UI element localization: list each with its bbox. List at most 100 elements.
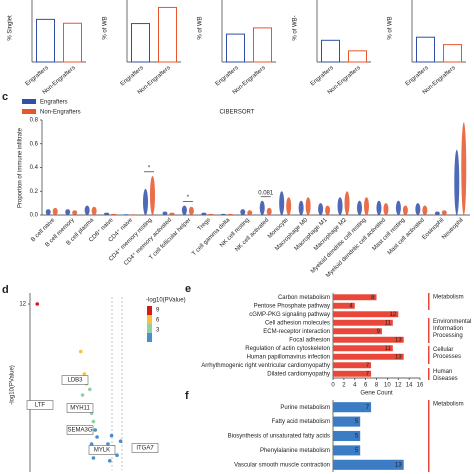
point — [106, 442, 110, 446]
violin — [357, 200, 362, 215]
bar — [131, 23, 150, 63]
y-tick-label: Human papillomavirus infection — [247, 354, 330, 360]
violin — [434, 211, 440, 215]
bar — [333, 416, 361, 427]
colorbar-tick-label: 3 — [156, 328, 160, 334]
point — [80, 393, 85, 397]
bar — [333, 402, 372, 413]
group-label: Cellular Processes — [433, 347, 461, 360]
gene-label-box — [66, 403, 94, 413]
violin — [227, 213, 233, 215]
group-label: Human Diseases — [433, 369, 458, 382]
y-tick-label: Carbon metabolism — [278, 295, 330, 301]
violin — [188, 206, 194, 215]
violin — [402, 205, 408, 215]
bar — [226, 33, 245, 63]
y-axis-label: -log10(PValue) — [10, 365, 16, 405]
group-bar — [428, 400, 430, 472]
value-label: 13 — [395, 462, 402, 468]
group-bar — [428, 368, 430, 380]
x-tick-label: Engrafters — [215, 65, 240, 87]
y-tick-label: Arrhythmogenic right ventricular cardiom… — [201, 363, 330, 369]
violin — [383, 203, 389, 215]
violin — [395, 200, 401, 215]
violin — [143, 188, 148, 215]
y-axis-label: % Singlet — [8, 15, 14, 41]
bar — [63, 22, 82, 63]
bar — [333, 445, 361, 456]
y-tick-label: Vascular smooth muscle contraction — [234, 462, 330, 468]
point — [93, 428, 98, 432]
violin — [65, 209, 71, 215]
x-tick-label: 4 — [353, 383, 357, 389]
bar — [333, 430, 361, 442]
bar — [333, 311, 399, 318]
point — [89, 442, 94, 446]
y-tick-label: Pentose Phosphate pathway — [254, 303, 330, 309]
violin — [441, 210, 447, 215]
x-tick-label: 6 — [364, 383, 368, 389]
colorbar — [147, 306, 152, 315]
y-tick-label: 0.4 — [30, 165, 39, 171]
group-bar — [428, 293, 430, 310]
point — [118, 439, 123, 444]
x-tick-label: 10 — [384, 383, 391, 389]
value-label: 11 — [385, 346, 392, 352]
violin — [344, 191, 350, 215]
bar — [333, 362, 372, 369]
violin — [52, 207, 58, 215]
violin — [84, 205, 90, 215]
panel-label: f — [185, 390, 189, 402]
panel-label: e — [185, 283, 191, 295]
x-tick-label: 16 — [417, 383, 424, 389]
bar — [253, 27, 272, 63]
value-label: 7 — [366, 405, 370, 411]
bar — [321, 39, 340, 63]
y-tick-label: Regulation of actin cytoskeleton — [245, 346, 330, 352]
violin — [415, 203, 421, 215]
y-tick-label: 0.0 — [30, 213, 39, 219]
colorbar — [147, 333, 152, 342]
violin — [266, 207, 272, 215]
y-tick-label: 0.6 — [30, 141, 39, 147]
annotation: * — [148, 165, 151, 171]
value-label: 5 — [355, 419, 359, 425]
y-tick-label: Dilated cardiomyopathy — [267, 371, 330, 377]
y-tick-label: 0.2 — [30, 189, 39, 195]
colorbar-tick-label: 9 — [156, 308, 160, 314]
violin — [298, 200, 304, 215]
gene-label-box — [61, 375, 89, 385]
colorbar-title: -log10(PValue) — [146, 298, 186, 304]
violin — [181, 205, 187, 215]
panel-label: d — [2, 284, 9, 296]
x-tick-label: Mast cell activated — [387, 217, 426, 256]
violin — [123, 214, 129, 216]
group-bar — [428, 346, 430, 364]
value-label: 8 — [371, 295, 375, 301]
violin — [461, 122, 467, 215]
x-tick-label: Tregs — [197, 217, 212, 232]
bar — [333, 328, 382, 335]
y-axis-label: Proportion of immune infiltrate — [18, 127, 24, 208]
x-tick-label: Engrafters — [405, 65, 430, 87]
value-label: 11 — [385, 320, 392, 326]
gene-label-box — [66, 425, 94, 435]
value-label: 5 — [355, 448, 359, 454]
violin — [162, 211, 168, 215]
violin — [111, 213, 117, 215]
bar — [333, 336, 404, 343]
point — [35, 302, 40, 306]
group-label: Metabolism — [433, 295, 464, 301]
violin — [337, 197, 343, 215]
chart-title: CIBERSORT — [220, 110, 255, 116]
gene-label-box — [131, 443, 159, 453]
bar — [333, 345, 393, 352]
violin — [72, 210, 78, 215]
point — [82, 372, 87, 376]
y-tick-label: 12 — [19, 302, 26, 308]
gene-label: LDB3 — [67, 378, 83, 384]
gene-label-box — [26, 400, 54, 410]
y-tick-label: Fatty acid metabolism — [272, 419, 330, 425]
gene-label: ITGA7 — [136, 446, 154, 452]
